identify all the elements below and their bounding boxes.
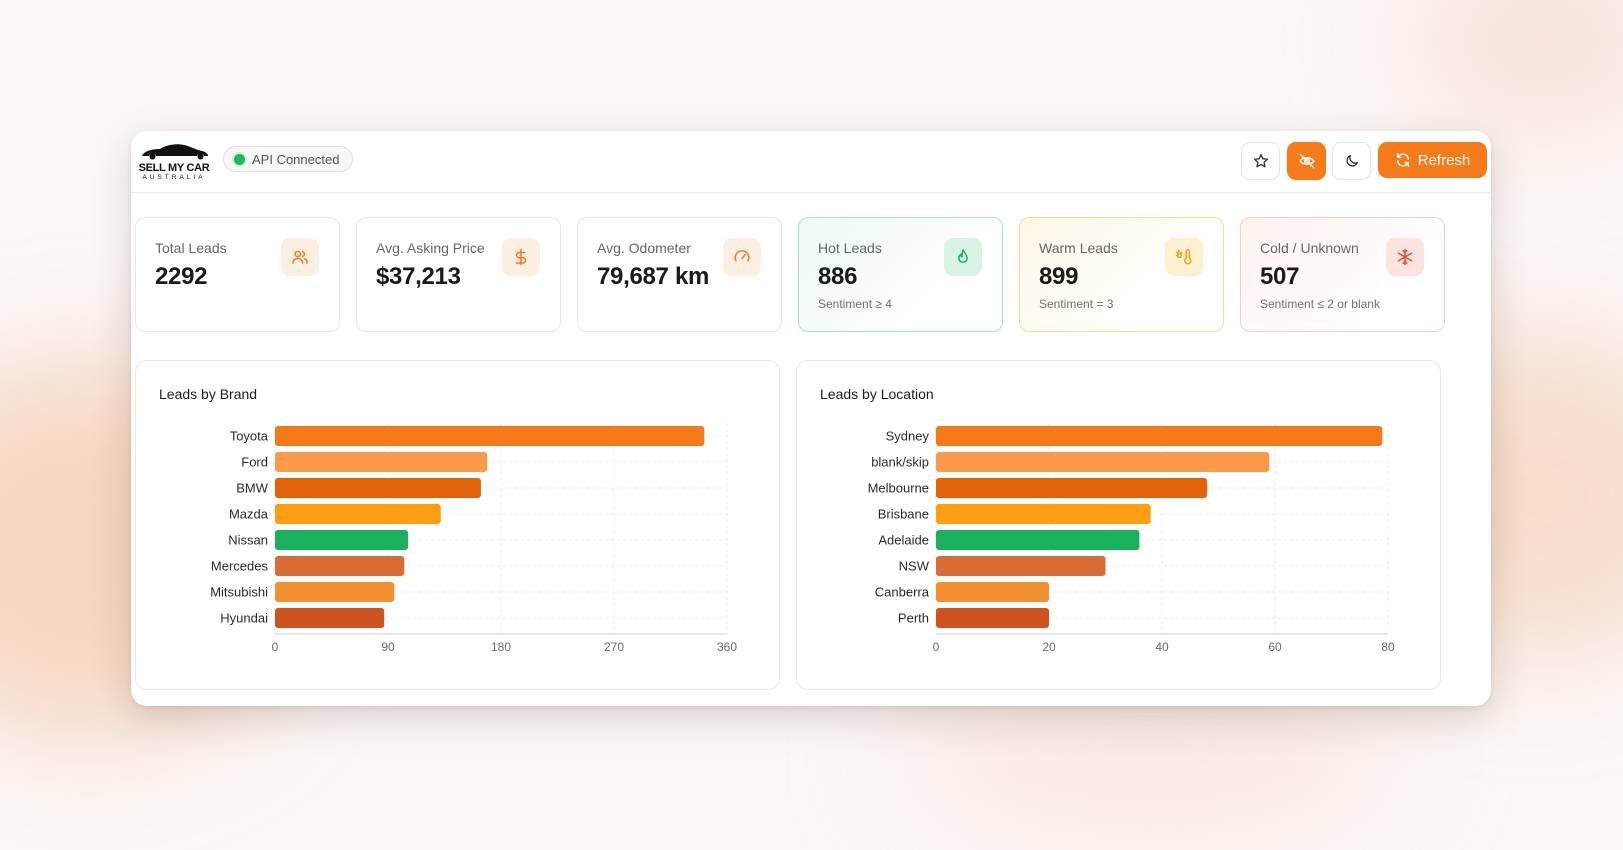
- stat-value: 886: [818, 263, 858, 290]
- chart-panel-location: Leads by Location Sydney blank/skip Melbou…: [796, 360, 1441, 690]
- favorite-button[interactable]: [1241, 142, 1280, 180]
- dashboard-window: SELL MY CAR AUSTRALIA API Connected: [131, 131, 1491, 706]
- refresh-label: Refresh: [1417, 151, 1471, 169]
- category-label: Toyota: [230, 429, 269, 444]
- leads-by-location-chart: Sydney blank/skip Melbourne Brisbane Adelaid…: [868, 423, 1395, 654]
- thermometer-sun-icon: [1165, 238, 1203, 276]
- api-status-badge: API Connected: [223, 146, 354, 172]
- x-tick-label: 20: [1042, 640, 1056, 654]
- moon-icon: [1345, 155, 1358, 167]
- stat-card-hot-leads: Hot Leads 886 Sentiment ≥ 4: [798, 217, 1003, 332]
- category-label: Brisbane: [878, 507, 929, 522]
- stat-value: 2292: [155, 263, 208, 290]
- star-icon: [1253, 154, 1268, 168]
- category-label: Melbourne: [868, 481, 929, 496]
- snowflake-icon: [1386, 238, 1424, 276]
- bar-mitsubishi[interactable]: [275, 582, 395, 602]
- refresh-button[interactable]: Refresh: [1378, 142, 1487, 178]
- bar-sydney[interactable]: [936, 426, 1383, 446]
- refresh-icon: [1396, 153, 1409, 167]
- bar-canberra[interactable]: [936, 582, 1049, 602]
- stat-card-warm-leads: Warm Leads 899 Sentiment = 3: [1019, 217, 1224, 332]
- bar-blank-skip[interactable]: [936, 452, 1270, 472]
- stat-subtext: Sentiment = 3: [1039, 297, 1114, 311]
- x-tick-label: 0: [933, 640, 940, 654]
- stat-value: 899: [1039, 263, 1079, 290]
- stat-label: Avg. Asking Price: [376, 240, 485, 256]
- logo-line-1: SELL MY CAR: [138, 162, 210, 174]
- bar-hyundai[interactable]: [275, 608, 385, 628]
- stat-label: Avg. Odometer: [597, 240, 691, 256]
- top-bar: SELL MY CAR AUSTRALIA API Connected: [131, 131, 1491, 193]
- stat-card-cold-leads: Cold / Unknown 507 Sentiment ≤ 2 or blan…: [1240, 217, 1445, 332]
- stat-value: 507: [1260, 263, 1300, 290]
- bar-brisbane[interactable]: [936, 504, 1151, 524]
- category-label: Ford: [241, 455, 268, 470]
- stat-value: 79,687 km: [597, 263, 710, 290]
- theme-toggle-button[interactable]: [1332, 142, 1371, 180]
- category-label: Canberra: [875, 585, 930, 600]
- bar-nsw[interactable]: [936, 556, 1106, 576]
- bar-melbourne[interactable]: [936, 478, 1208, 498]
- category-label: NSW: [899, 559, 930, 574]
- users-icon: [281, 238, 319, 276]
- bar-bmw[interactable]: [275, 478, 481, 498]
- stat-card-avg-asking-price: Avg. Asking Price $37,213: [356, 217, 561, 332]
- bar-mercedes[interactable]: [275, 556, 405, 576]
- chart-title: Leads by Location: [820, 386, 934, 402]
- stat-label: Hot Leads: [818, 240, 882, 256]
- category-label: BMW: [236, 481, 269, 496]
- category-label: Mazda: [229, 507, 269, 522]
- chart-panel-brand: Leads by Brand Toyota Ford BMW Mazda Nissan M…: [135, 360, 780, 690]
- category-label: Adelaide: [878, 533, 929, 548]
- bar-mazda[interactable]: [275, 504, 441, 524]
- x-tick-label: 90: [381, 640, 395, 654]
- stat-card-total-leads: Total Leads 2292: [135, 217, 340, 332]
- stat-label: Cold / Unknown: [1260, 240, 1359, 256]
- stat-subtext: Sentiment ≤ 2 or blank: [1260, 297, 1380, 311]
- stat-card-avg-odometer: Avg. Odometer 79,687 km: [577, 217, 782, 332]
- x-tick-label: 180: [491, 640, 511, 654]
- car-silhouette-icon: [142, 144, 208, 160]
- chart-title: Leads by Brand: [159, 386, 258, 402]
- bar-ford[interactable]: [275, 452, 488, 472]
- dollar-icon: [502, 238, 540, 276]
- x-tick-label: 40: [1155, 640, 1169, 654]
- bar-toyota[interactable]: [275, 426, 705, 446]
- bar-perth[interactable]: [936, 608, 1049, 628]
- api-status-label: API Connected: [252, 151, 340, 167]
- hide-values-button[interactable]: [1287, 142, 1326, 180]
- category-label: Mercedes: [211, 559, 269, 574]
- flame-icon: [944, 238, 982, 276]
- x-tick-label: 80: [1381, 640, 1395, 654]
- leads-by-brand-chart: Toyota Ford BMW Mazda Nissan Mercedes Mitsubis…: [210, 423, 737, 654]
- category-label: Perth: [898, 611, 929, 626]
- category-label: Nissan: [228, 533, 268, 548]
- stat-subtext: Sentiment ≥ 4: [818, 297, 892, 311]
- app-logo[interactable]: SELL MY CAR AUSTRALIA: [136, 141, 212, 183]
- x-tick-label: 360: [717, 640, 737, 654]
- logo-line-2: AUSTRALIA: [142, 174, 206, 181]
- stat-value: $37,213: [376, 263, 461, 290]
- bar-nissan[interactable]: [275, 530, 409, 550]
- category-label: Hyundai: [220, 611, 268, 626]
- eye-off-icon: [1298, 153, 1315, 169]
- x-tick-label: 0: [272, 640, 279, 654]
- category-label: blank/skip: [871, 455, 929, 470]
- stat-label: Total Leads: [155, 240, 227, 256]
- category-label: Sydney: [886, 429, 930, 444]
- status-dot-icon: [234, 153, 245, 165]
- x-tick-label: 270: [604, 640, 624, 654]
- bar-adelaide[interactable]: [936, 530, 1140, 550]
- x-tick-label: 60: [1268, 640, 1282, 654]
- category-label: Mitsubishi: [210, 585, 268, 600]
- stat-label: Warm Leads: [1039, 240, 1118, 256]
- gauge-icon: [723, 238, 761, 276]
